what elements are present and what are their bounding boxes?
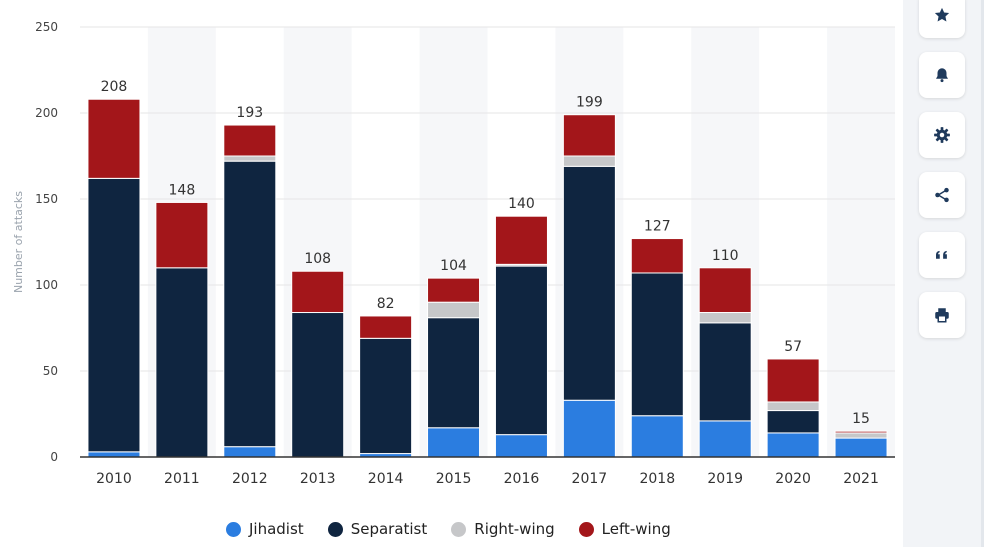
settings-button[interactable] <box>919 112 965 158</box>
bar-segment-separatist <box>427 317 481 429</box>
bell-icon <box>936 68 948 83</box>
x-tick-label: 2012 <box>232 471 268 487</box>
data-label-total: 110 <box>712 248 739 264</box>
y-tick-label: 0 <box>50 450 58 464</box>
legend-label-separatist: Separatist <box>350 520 428 538</box>
legend-label-left-wing: Left-wing <box>601 520 671 538</box>
x-tick-label: 2016 <box>504 471 540 487</box>
bar-segment-left-wing <box>834 430 888 434</box>
bar-segment-jihadist <box>87 451 141 458</box>
data-label-total: 193 <box>236 105 263 121</box>
data-label-total: 199 <box>576 95 603 111</box>
bar-segment-jihadist <box>766 432 820 458</box>
stacked-bar-chart: 0 50 100 150 200 250 Number of attacks 208 2010 1… <box>12 20 895 487</box>
data-label-total: 127 <box>644 219 671 235</box>
bar-segment-left-wing <box>630 238 684 274</box>
bar-segment-left-wing <box>698 267 752 314</box>
legend-item-separatist[interactable]: Separatist <box>327 520 428 538</box>
print-button[interactable] <box>919 292 965 338</box>
legend-item-left-wing[interactable]: Left-wing <box>578 520 671 538</box>
bar-segment-right-wing <box>766 401 820 412</box>
x-tick-label: 2015 <box>436 471 472 487</box>
y-tick-label: 100 <box>35 278 58 292</box>
y-tick-label: 200 <box>35 106 58 120</box>
bar-segment-left-wing <box>494 215 548 265</box>
toolbar-edge <box>981 0 984 547</box>
bar-segment-jihadist <box>223 446 277 458</box>
x-tick-label: 2011 <box>164 471 200 487</box>
bar-segment-separatist <box>223 160 277 448</box>
x-tick-label: 2013 <box>300 471 336 487</box>
printer-icon <box>935 308 949 323</box>
data-label-total: 15 <box>852 411 870 427</box>
bar-segment-left-wing <box>427 277 481 303</box>
x-tick-label: 2021 <box>843 471 879 487</box>
legend-marker-right-wing <box>451 521 467 537</box>
bar-segment-jihadist <box>494 434 548 458</box>
data-label-total: 140 <box>508 196 535 212</box>
bar-segment-separatist <box>359 337 413 455</box>
bar-segment-separatist <box>494 265 548 436</box>
share-button[interactable] <box>919 172 965 218</box>
star-icon <box>934 7 950 22</box>
bar-segment-jihadist <box>698 420 752 458</box>
legend-marker-left-wing <box>578 521 594 537</box>
bar-segment-jihadist <box>562 399 616 458</box>
bar-segment-separatist <box>291 312 345 458</box>
x-tick-label: 2014 <box>368 471 404 487</box>
share-icon <box>935 187 949 203</box>
gear-icon <box>934 127 950 143</box>
bar-segment-right-wing <box>562 155 616 167</box>
x-tick-label: 2019 <box>707 471 743 487</box>
data-label-total: 82 <box>377 296 395 312</box>
bar-segment-left-wing <box>155 201 209 269</box>
legend-marker-jihadist <box>226 521 241 537</box>
data-label-total: 148 <box>169 182 196 198</box>
quote-icon <box>936 250 947 259</box>
bar-segment-left-wing <box>291 270 345 314</box>
notification-button[interactable] <box>919 52 965 98</box>
x-tick-label: 2018 <box>639 471 675 487</box>
x-tick-label: 2017 <box>572 471 608 487</box>
bar-segment-left-wing <box>359 315 413 339</box>
data-label-total: 208 <box>101 79 128 95</box>
legend-label-jihadist: Jihadist <box>249 520 304 538</box>
bar-segment-jihadist <box>427 427 481 458</box>
bar-segment-left-wing <box>87 98 141 179</box>
y-tick-label: 150 <box>35 192 58 206</box>
y-tick-label: 50 <box>43 364 58 378</box>
bar-segment-jihadist <box>630 415 684 458</box>
y-axis-title: Number of attacks <box>12 191 25 293</box>
column-band <box>827 27 895 457</box>
legend-item-jihadist[interactable]: Jihadist <box>226 520 304 538</box>
chart-area: 0 50 100 150 200 250 Number of attacks 208 2010 1… <box>12 20 895 487</box>
bar-segment-separatist <box>562 165 616 401</box>
legend-marker-separatist <box>327 521 343 537</box>
bar-segment-left-wing <box>766 358 820 403</box>
data-label-total: 108 <box>304 251 331 267</box>
favorite-button[interactable] <box>919 0 965 38</box>
bar-segment-separatist <box>87 177 141 453</box>
legend-label-right-wing: Right-wing <box>474 520 555 538</box>
bar-segment-left-wing <box>562 114 616 157</box>
cite-button[interactable] <box>919 232 965 278</box>
y-tick-label: 250 <box>35 20 58 34</box>
bar-segment-separatist <box>155 267 209 458</box>
bar-segment-right-wing <box>223 155 277 162</box>
bar-segment-separatist <box>630 272 684 417</box>
data-label-total: 104 <box>440 258 467 274</box>
bar-segment-separatist <box>766 410 820 434</box>
legend: Jihadist Separatist Right-wing Left-wing <box>226 516 671 542</box>
bar-segment-separatist <box>698 322 752 422</box>
x-tick-label: 2010 <box>96 471 132 487</box>
x-tick-label: 2020 <box>775 471 811 487</box>
legend-item-right-wing[interactable]: Right-wing <box>451 520 555 538</box>
chart-toolbar <box>903 0 984 547</box>
data-label-total: 57 <box>784 339 802 355</box>
bar-segment-left-wing <box>223 124 277 157</box>
bar-segment-right-wing <box>834 432 888 439</box>
bar-segment-right-wing <box>427 301 481 319</box>
bar-segment-right-wing <box>698 312 752 324</box>
bar-segment-jihadist <box>834 437 888 458</box>
